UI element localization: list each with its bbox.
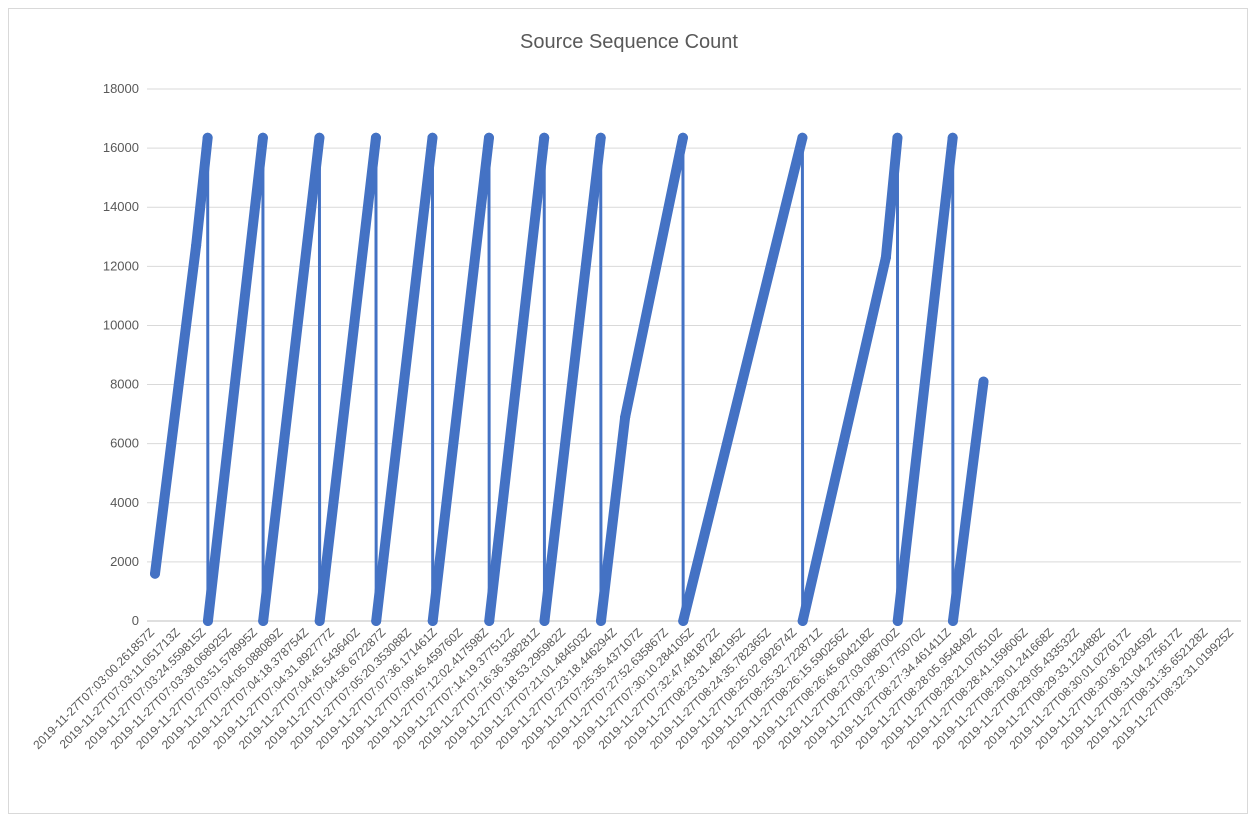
series-rise-segment [678, 132, 808, 626]
series-rise-segment [880, 132, 903, 263]
series-layer [150, 132, 989, 626]
series-rise-segment [484, 132, 550, 626]
data-point [427, 132, 438, 143]
data-point [483, 132, 494, 143]
data-point [880, 252, 891, 263]
y-tick-label: 14000 [103, 199, 139, 214]
chart-title: Source Sequence Count [520, 31, 738, 53]
data-point [677, 132, 688, 143]
y-tick-label: 6000 [110, 436, 139, 451]
series-rise-segment [150, 240, 202, 579]
data-point [371, 616, 382, 626]
y-tick-label: 4000 [110, 495, 139, 510]
data-point [595, 616, 606, 626]
series-rise-segment [258, 132, 325, 626]
data-point [797, 616, 808, 626]
series-rise-segment [947, 376, 989, 626]
series-rise-segment [892, 132, 958, 626]
series-rise-segment [191, 132, 213, 251]
data-point [150, 568, 160, 579]
data-point [978, 376, 989, 387]
series-rise-segment [427, 132, 494, 626]
data-point [202, 616, 213, 626]
y-axis-ticks: 0 2000 4000 6000 8000 10000 12000 14000 16000 180… [103, 81, 139, 628]
data-point [258, 616, 269, 626]
y-tick-label: 10000 [103, 317, 139, 332]
data-point [947, 616, 958, 626]
series-rise-segment [539, 132, 606, 626]
data-point [314, 616, 325, 626]
data-point [191, 240, 202, 251]
series-rise-segment [595, 412, 631, 626]
series-rise-segment [314, 132, 381, 626]
chart-svg: 0 2000 4000 6000 8000 10000 12000 14000 16000 180… [30, 81, 1241, 752]
data-point [484, 616, 495, 626]
data-point [257, 132, 268, 143]
data-point [539, 132, 550, 143]
series-rise-segment [797, 252, 891, 626]
data-point [427, 616, 438, 626]
data-point [678, 616, 689, 626]
chart-area: Source Sequence Count 0 2000 4000 6000 8000 1… [8, 8, 1248, 814]
y-tick-label: 18000 [103, 81, 139, 96]
data-point [620, 412, 631, 423]
data-point [314, 132, 325, 143]
series-rise-segment [202, 132, 268, 626]
grid-layer [147, 88, 1241, 622]
data-point [370, 132, 381, 143]
data-point [539, 616, 550, 626]
y-tick-label: 16000 [103, 140, 139, 155]
y-tick-label: 8000 [110, 377, 139, 392]
data-point [892, 616, 903, 626]
y-tick-label: 12000 [103, 258, 139, 273]
data-point [797, 132, 808, 143]
y-tick-label: 0 [132, 613, 139, 628]
data-point [202, 132, 213, 143]
data-point [947, 132, 958, 143]
y-tick-label: 2000 [110, 554, 139, 569]
data-point [595, 132, 606, 143]
series-rise-segment [371, 132, 438, 626]
x-axis-ticks: 2019-11-27T07:03:00.261857Z2019-11-27T07… [30, 625, 1236, 752]
series-rise-segment [620, 132, 688, 423]
data-point [892, 132, 903, 143]
